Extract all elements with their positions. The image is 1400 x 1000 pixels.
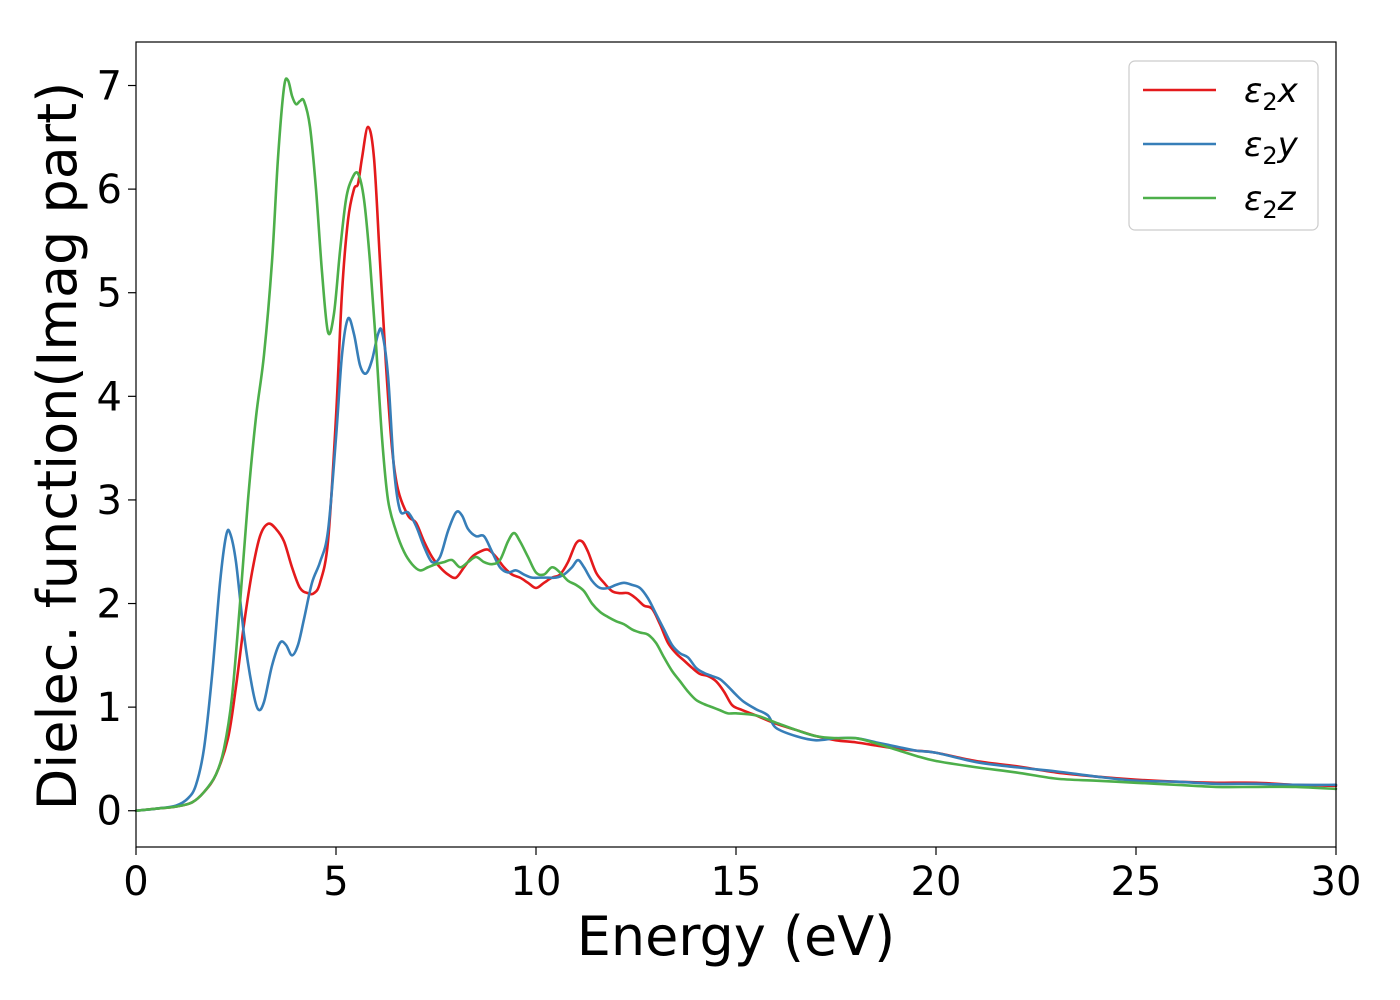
x-tick-label: 0 (123, 859, 148, 905)
y-tick-label: 2 (97, 582, 122, 628)
legend-label-x: ε2x (1244, 71, 1299, 116)
y-axis-label: Dielec. function(Imag part) (26, 82, 89, 811)
y-tick-label: 4 (97, 374, 122, 420)
legend-label-y: ε2y (1244, 125, 1299, 170)
x-axis: 0 5 10 15 20 25 30 (123, 847, 1361, 905)
x-tick-label: 20 (911, 859, 962, 905)
y-tick-label: 7 (97, 64, 122, 110)
y-tick-label: 5 (97, 271, 122, 317)
y-tick-label: 6 (97, 167, 122, 213)
series-layer (134, 77, 1338, 813)
legend-label-z: ε2z (1244, 179, 1297, 224)
y-tick-label: 3 (97, 478, 122, 524)
x-tick-label: 5 (323, 859, 348, 905)
x-axis-label: Energy (eV) (577, 905, 896, 968)
series-line-y (134, 316, 1338, 813)
x-tick-label: 15 (711, 859, 762, 905)
x-tick-label: 25 (1111, 859, 1162, 905)
legend-box (1128, 60, 1319, 231)
x-tick-label: 10 (511, 859, 562, 905)
legend: ε2x ε2y ε2z (1128, 60, 1319, 231)
series-line-z (134, 77, 1338, 813)
y-axis: 0 1 2 3 4 5 6 7 (97, 64, 136, 835)
y-tick-label: 0 (97, 789, 122, 835)
x-tick-label: 30 (1311, 859, 1362, 905)
y-tick-label: 1 (97, 685, 122, 731)
